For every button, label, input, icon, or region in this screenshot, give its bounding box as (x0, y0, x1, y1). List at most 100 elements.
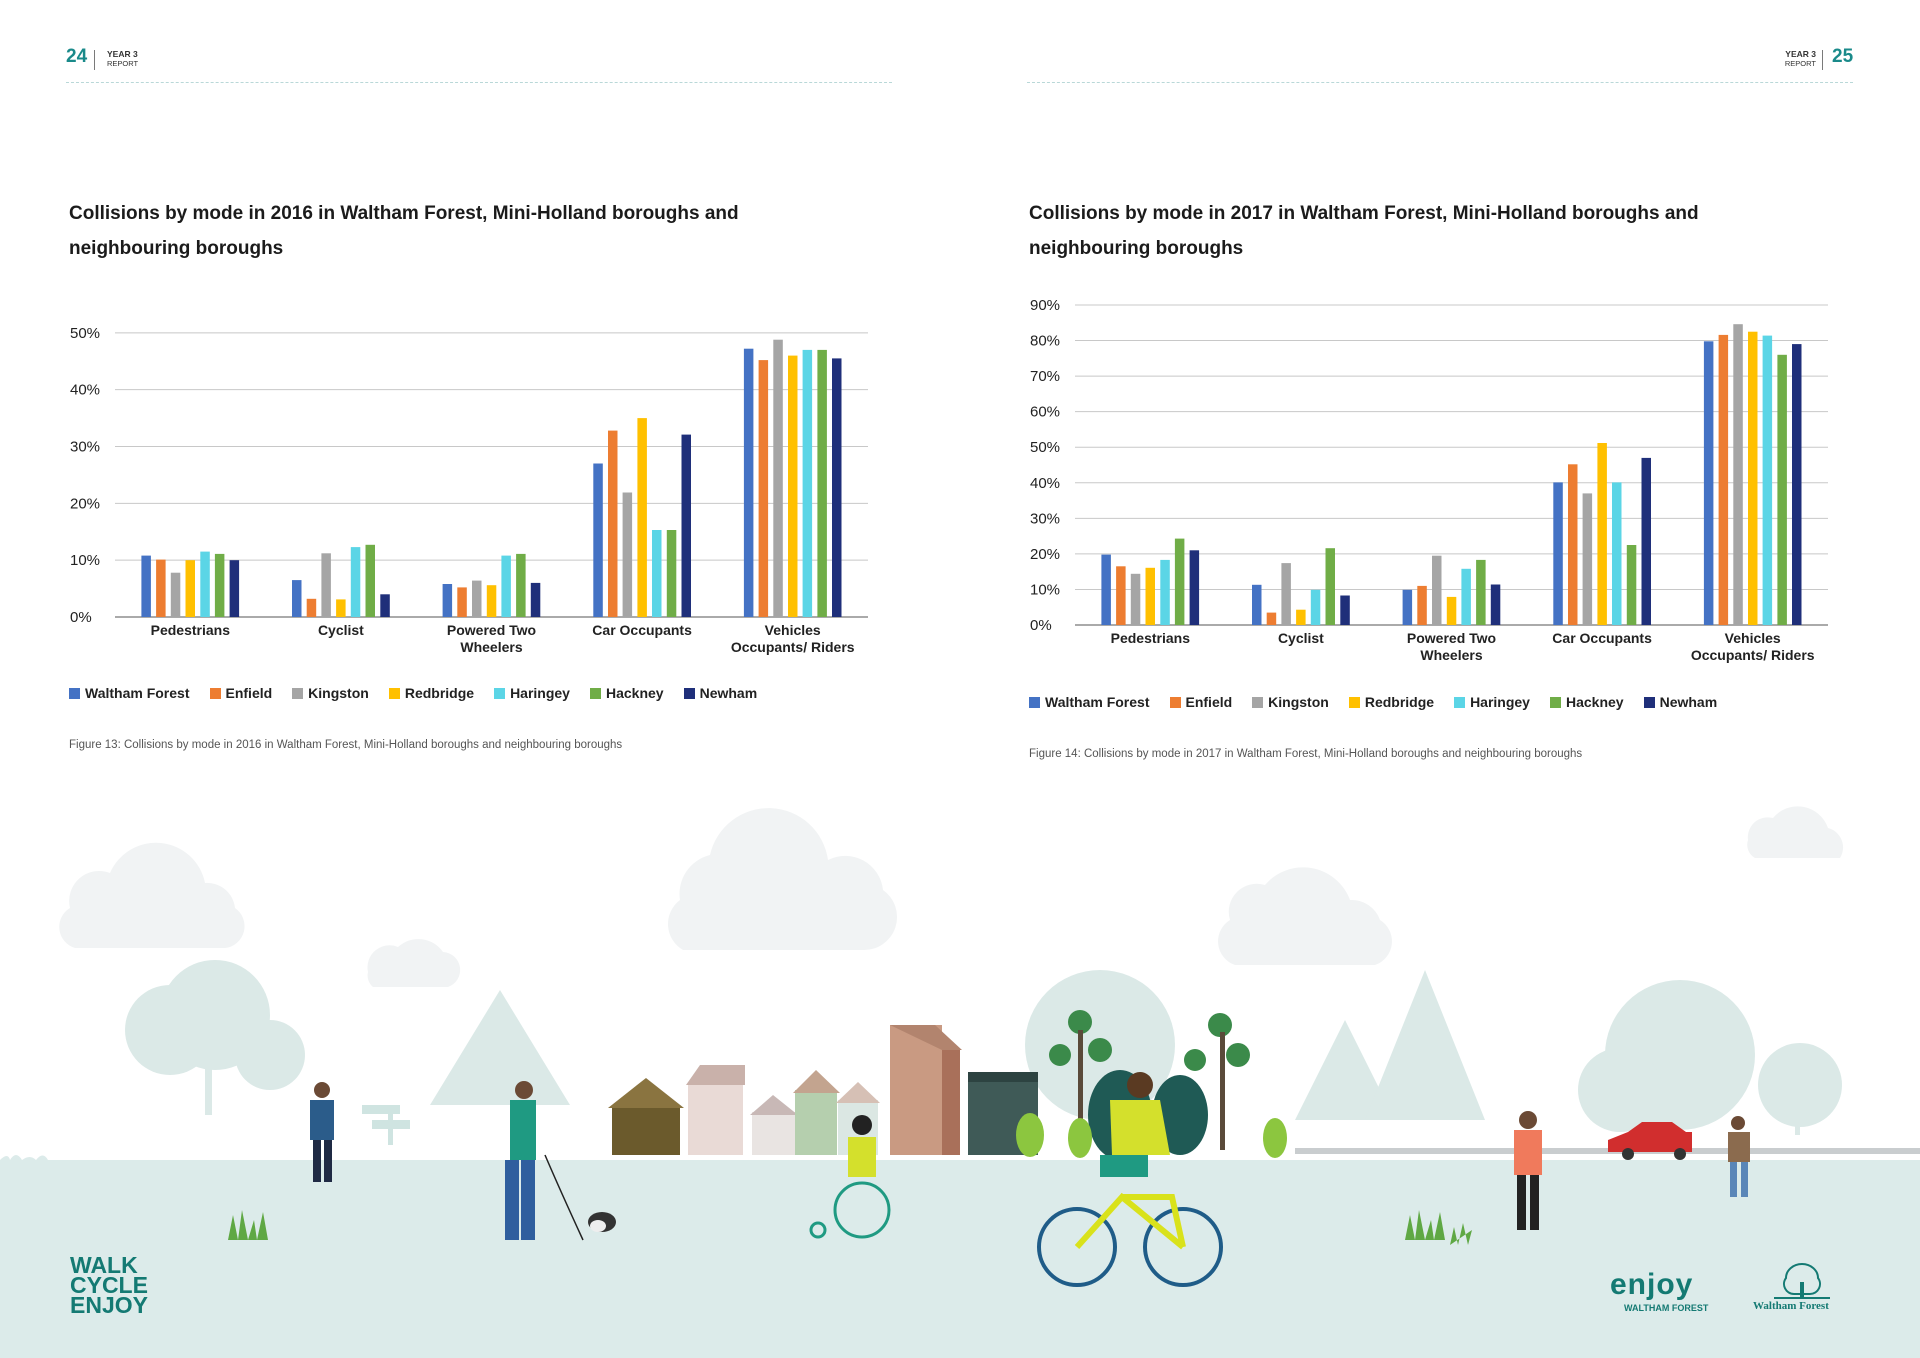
bar-newham-vehicles-occupants-riders (832, 358, 842, 617)
bar-hackney-vehicles-occupants-riders (1777, 354, 1787, 625)
y-tick-label: 60% (1030, 404, 1060, 421)
bar-haringey-vehicles-occupants-riders (802, 349, 813, 617)
cyclist-icon (1037, 1072, 1223, 1287)
bar-newham-powered-two-wheelers (530, 582, 541, 617)
legend-item-newham: Newham (1643, 694, 1717, 710)
legend-label: Waltham Forest (85, 685, 190, 701)
bar-enfield-car-occupants (608, 430, 618, 617)
legend-swatch (1454, 696, 1466, 708)
legend-label: Redbridge (1364, 694, 1435, 710)
legend-item-redbridge: Redbridge (388, 685, 475, 701)
wheelchair-user-icon (809, 1115, 891, 1239)
bar-redbridge-pedestrians (185, 560, 195, 617)
x-tick-label: Wheelers (1420, 647, 1482, 663)
figure-caption: Figure 13: Collisions by mode in 2016 in… (69, 739, 623, 751)
legend-swatch (1348, 696, 1360, 708)
bar-hackney-cyclist (1325, 548, 1335, 625)
bar-newham-car-occupants (681, 434, 691, 617)
left-page-header: 24 YEAR 3 REPORT (66, 46, 138, 86)
x-tick-label: Car Occupants (1552, 630, 1652, 646)
bar-kingston-cyclist (321, 553, 331, 617)
oak-tree-icon (1774, 1262, 1830, 1299)
x-tick-label: Pedestrians (1111, 630, 1191, 646)
legend-item-kingston: Kingston (1252, 694, 1329, 710)
legend-swatch (589, 687, 601, 699)
bar-redbridge-car-occupants (1597, 443, 1607, 625)
legend-label: Newham (699, 685, 758, 701)
legend-swatch (1549, 696, 1561, 708)
legend-item-haringey: Haringey (1454, 694, 1530, 710)
bar-hackney-pedestrians (1174, 538, 1185, 625)
bar-waltham-forest-pedestrians (1101, 554, 1111, 625)
bar-redbridge-cyclist (1296, 609, 1306, 625)
bar-hackney-vehicles-occupants-riders (817, 349, 827, 617)
bar-waltham-forest-vehicles-occupants-riders (1703, 341, 1714, 625)
chart-legend: Waltham Forest Enfield Kingston Redbridge Ha… (1029, 694, 1737, 710)
legend-label: Haringey (510, 685, 570, 701)
legend-label: Kingston (308, 685, 369, 701)
walk-cycle-enjoy-logo: WALK CYCLE ENJOY (70, 1252, 148, 1318)
x-tick-label: Wheelers (460, 639, 522, 655)
bar-waltham-forest-powered-two-wheelers (1402, 589, 1413, 625)
bar-hackney-car-occupants (1626, 545, 1637, 625)
y-tick-label: 0% (70, 609, 92, 626)
x-tick-label: Vehicles (1725, 630, 1781, 646)
bar-kingston-powered-two-wheelers (472, 580, 482, 617)
bar-newham-vehicles-occupants-riders (1792, 344, 1802, 625)
bar-newham-car-occupants (1641, 457, 1651, 625)
waltham-forest-council-logo: Waltham Forest (1753, 1300, 1829, 1312)
bar-kingston-car-occupants (1582, 493, 1593, 625)
bar-haringey-car-occupants (1612, 482, 1622, 625)
person-walking-dog-icon (505, 1081, 616, 1241)
legend-swatch (209, 687, 221, 699)
bar-waltham-forest-car-occupants (593, 463, 603, 617)
legend-item-newham: Newham (683, 685, 758, 701)
bar-waltham-forest-cyclist (1252, 584, 1262, 625)
legend-label: Waltham Forest (1045, 694, 1150, 710)
bar-redbridge-powered-two-wheelers (486, 585, 497, 617)
bar-newham-pedestrians (1189, 550, 1200, 625)
bar-enfield-powered-two-wheelers (1417, 585, 1427, 625)
header-rule (1027, 82, 1853, 83)
bar-waltham-forest-cyclist (292, 580, 302, 617)
enjoy-waltham-forest-logo: enjoy (1610, 1268, 1694, 1301)
y-tick-label: 80% (1030, 333, 1060, 350)
header-divider (94, 50, 95, 70)
bar-enfield-pedestrians (156, 559, 166, 617)
bar-hackney-powered-two-wheelers (1476, 559, 1486, 625)
bar-redbridge-cyclist (336, 599, 346, 617)
bar-enfield-vehicles-occupants-riders (1718, 334, 1729, 625)
person-icon (1514, 1111, 1542, 1230)
y-tick-label: 40% (70, 382, 100, 399)
header-label: YEAR 3 REPORT (107, 49, 139, 68)
legend-label: Haringey (1470, 694, 1530, 710)
bar-redbridge-vehicles-occupants-riders (788, 355, 798, 617)
person-icon (1728, 1116, 1750, 1197)
legend-item-enfield: Enfield (1169, 694, 1233, 710)
legend-swatch (1169, 696, 1181, 708)
legend-label: Hackney (1565, 694, 1624, 710)
y-tick-label: 30% (1030, 510, 1060, 527)
bar-redbridge-car-occupants (637, 418, 647, 617)
bar-waltham-forest-vehicles-occupants-riders (743, 348, 754, 617)
legend-label: Enfield (1185, 694, 1233, 710)
bar-chart-2016: 0%10%20%30%40%50%60%PedestriansCyclistPo… (70, 325, 868, 655)
bar-redbridge-pedestrians (1145, 567, 1155, 625)
header-rule (66, 82, 892, 83)
legend-label: Redbridge (404, 685, 475, 701)
y-tick-label: 10% (1030, 581, 1060, 598)
y-tick-label: 90% (1030, 297, 1060, 314)
legend-swatch (1252, 696, 1264, 708)
chart-title: Collisions by mode in 2016 in Waltham Fo… (69, 203, 739, 259)
legend-label: Kingston (1268, 694, 1329, 710)
bar-haringey-powered-two-wheelers (1461, 568, 1471, 625)
legend-item-enfield: Enfield (209, 685, 272, 701)
x-tick-label: Car Occupants (592, 622, 692, 638)
x-tick-label: Occupants/ Riders (731, 639, 855, 655)
y-tick-label: 20% (70, 495, 100, 512)
x-tick-label: Pedestrians (151, 622, 231, 638)
page-number: 24 (66, 46, 88, 67)
bar-haringey-vehicles-occupants-riders (1762, 335, 1773, 625)
header-label: YEAR 3 REPORT (1784, 49, 1816, 68)
bar-chart-2017: 0% 10% 20% 30% 40% 50% 60% 70% 80% 90% Pedestrians… (1030, 297, 1828, 663)
